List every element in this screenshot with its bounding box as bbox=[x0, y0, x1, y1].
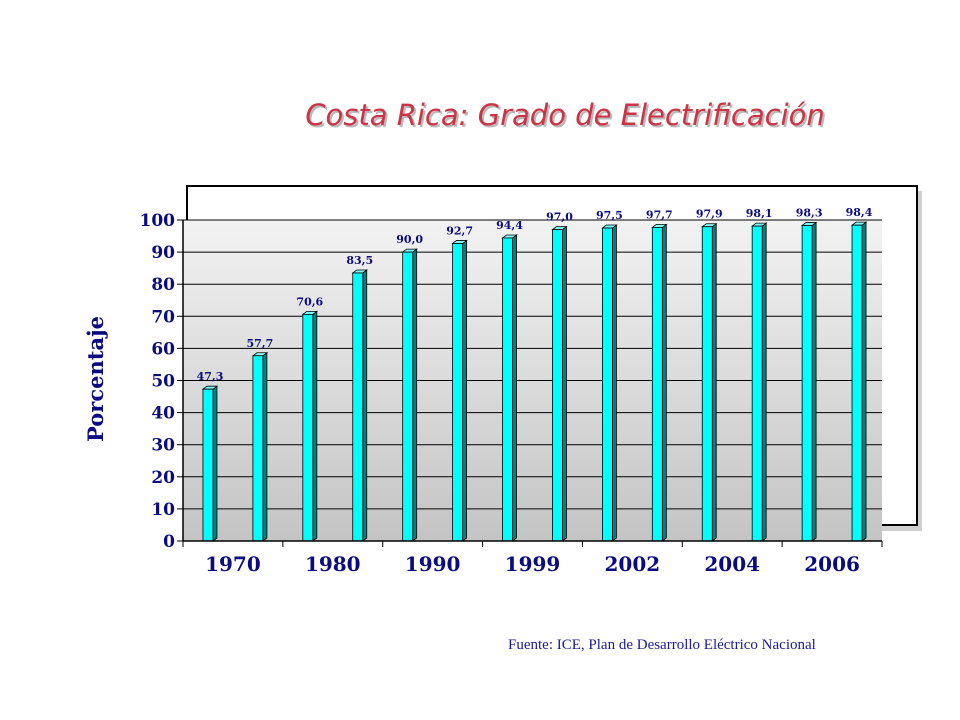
data-label: 97,5 bbox=[596, 209, 623, 222]
data-label: 97,0 bbox=[546, 211, 573, 224]
bar-front bbox=[552, 229, 563, 542]
bar-front bbox=[502, 237, 513, 542]
data-label: 90,0 bbox=[396, 233, 423, 246]
y-tick-label: 20 bbox=[151, 468, 175, 488]
y-tick-label: 70 bbox=[151, 307, 175, 327]
y-tick-label: 10 bbox=[151, 500, 175, 520]
bar bbox=[301, 310, 319, 542]
x-tick-label: 1970 bbox=[205, 552, 261, 576]
bar-side bbox=[661, 223, 667, 542]
bar-front bbox=[352, 272, 364, 542]
bar-side bbox=[711, 222, 717, 542]
bar-front bbox=[851, 224, 863, 542]
bar-side bbox=[462, 239, 468, 542]
bar-side bbox=[262, 351, 268, 542]
y-tick-label: 50 bbox=[151, 372, 175, 392]
data-label: 97,9 bbox=[696, 208, 723, 221]
bar-front bbox=[801, 225, 813, 542]
data-label: 92,7 bbox=[446, 224, 473, 237]
data-label: 47,3 bbox=[197, 370, 224, 383]
data-label: 98,1 bbox=[746, 207, 773, 220]
bar-side bbox=[212, 385, 218, 542]
tick-labels: 0 10 20 30 40 50 60 70 80 90 100 1970 1980 1990 1999 20… bbox=[140, 206, 873, 576]
bar bbox=[651, 223, 668, 542]
x-tick-label: 1990 bbox=[405, 552, 461, 576]
bar bbox=[800, 221, 818, 542]
bar-side bbox=[861, 221, 867, 542]
bar bbox=[701, 222, 718, 542]
data-label: 94,4 bbox=[496, 219, 523, 232]
bar bbox=[750, 222, 768, 542]
bar-front bbox=[302, 313, 314, 542]
bar-front bbox=[701, 226, 713, 542]
bar-front bbox=[252, 355, 264, 542]
x-tick-label: 2002 bbox=[605, 552, 661, 576]
bar-front bbox=[751, 225, 763, 542]
bar-side bbox=[562, 225, 567, 542]
bar bbox=[501, 234, 518, 542]
bar-side bbox=[611, 224, 617, 542]
bar bbox=[850, 221, 868, 542]
chart-title: Costa Rica: Grado de Electrificación bbox=[305, 98, 825, 132]
bar bbox=[351, 269, 368, 542]
x-tick-label: 1999 bbox=[505, 552, 561, 576]
bar-side bbox=[512, 234, 517, 542]
data-label: 98,3 bbox=[796, 206, 823, 219]
bar bbox=[401, 248, 418, 542]
y-axis-label: Porcentaje bbox=[83, 316, 108, 442]
x-tick-label: 2004 bbox=[704, 552, 760, 576]
bar-front bbox=[452, 243, 464, 542]
bar-front bbox=[202, 388, 214, 542]
bar-side bbox=[811, 221, 817, 542]
bar-front bbox=[601, 227, 613, 542]
bar-side bbox=[761, 222, 767, 542]
bars bbox=[201, 221, 868, 542]
y-tick-label: 90 bbox=[151, 243, 175, 263]
bar bbox=[451, 239, 468, 542]
bar bbox=[551, 225, 568, 542]
bar bbox=[201, 385, 219, 542]
bar-front bbox=[651, 226, 663, 542]
y-tick-label: 60 bbox=[151, 339, 175, 359]
y-tick-label: 30 bbox=[151, 436, 175, 456]
data-label: 70,6 bbox=[296, 295, 323, 308]
bar-side bbox=[362, 269, 368, 542]
x-tick-label: 1980 bbox=[305, 552, 361, 576]
data-label: 57,7 bbox=[246, 337, 273, 350]
y-tick-label: 40 bbox=[151, 404, 175, 424]
bar bbox=[601, 224, 618, 542]
data-label: 98,4 bbox=[846, 206, 873, 219]
y-tick-label: 100 bbox=[140, 211, 176, 231]
bar-side bbox=[312, 310, 318, 542]
data-label: 97,7 bbox=[646, 208, 673, 221]
x-tick-label: 2006 bbox=[804, 552, 860, 576]
bar bbox=[251, 351, 269, 542]
data-label: 83,5 bbox=[346, 254, 373, 267]
bar-front bbox=[402, 251, 414, 542]
y-tick-label: 80 bbox=[151, 275, 175, 295]
source-note: Fuente: ICE, Plan de Desarrollo Eléctric… bbox=[508, 637, 816, 653]
axes bbox=[177, 219, 883, 547]
bar-side bbox=[412, 248, 418, 542]
y-tick-label: 0 bbox=[163, 532, 175, 552]
